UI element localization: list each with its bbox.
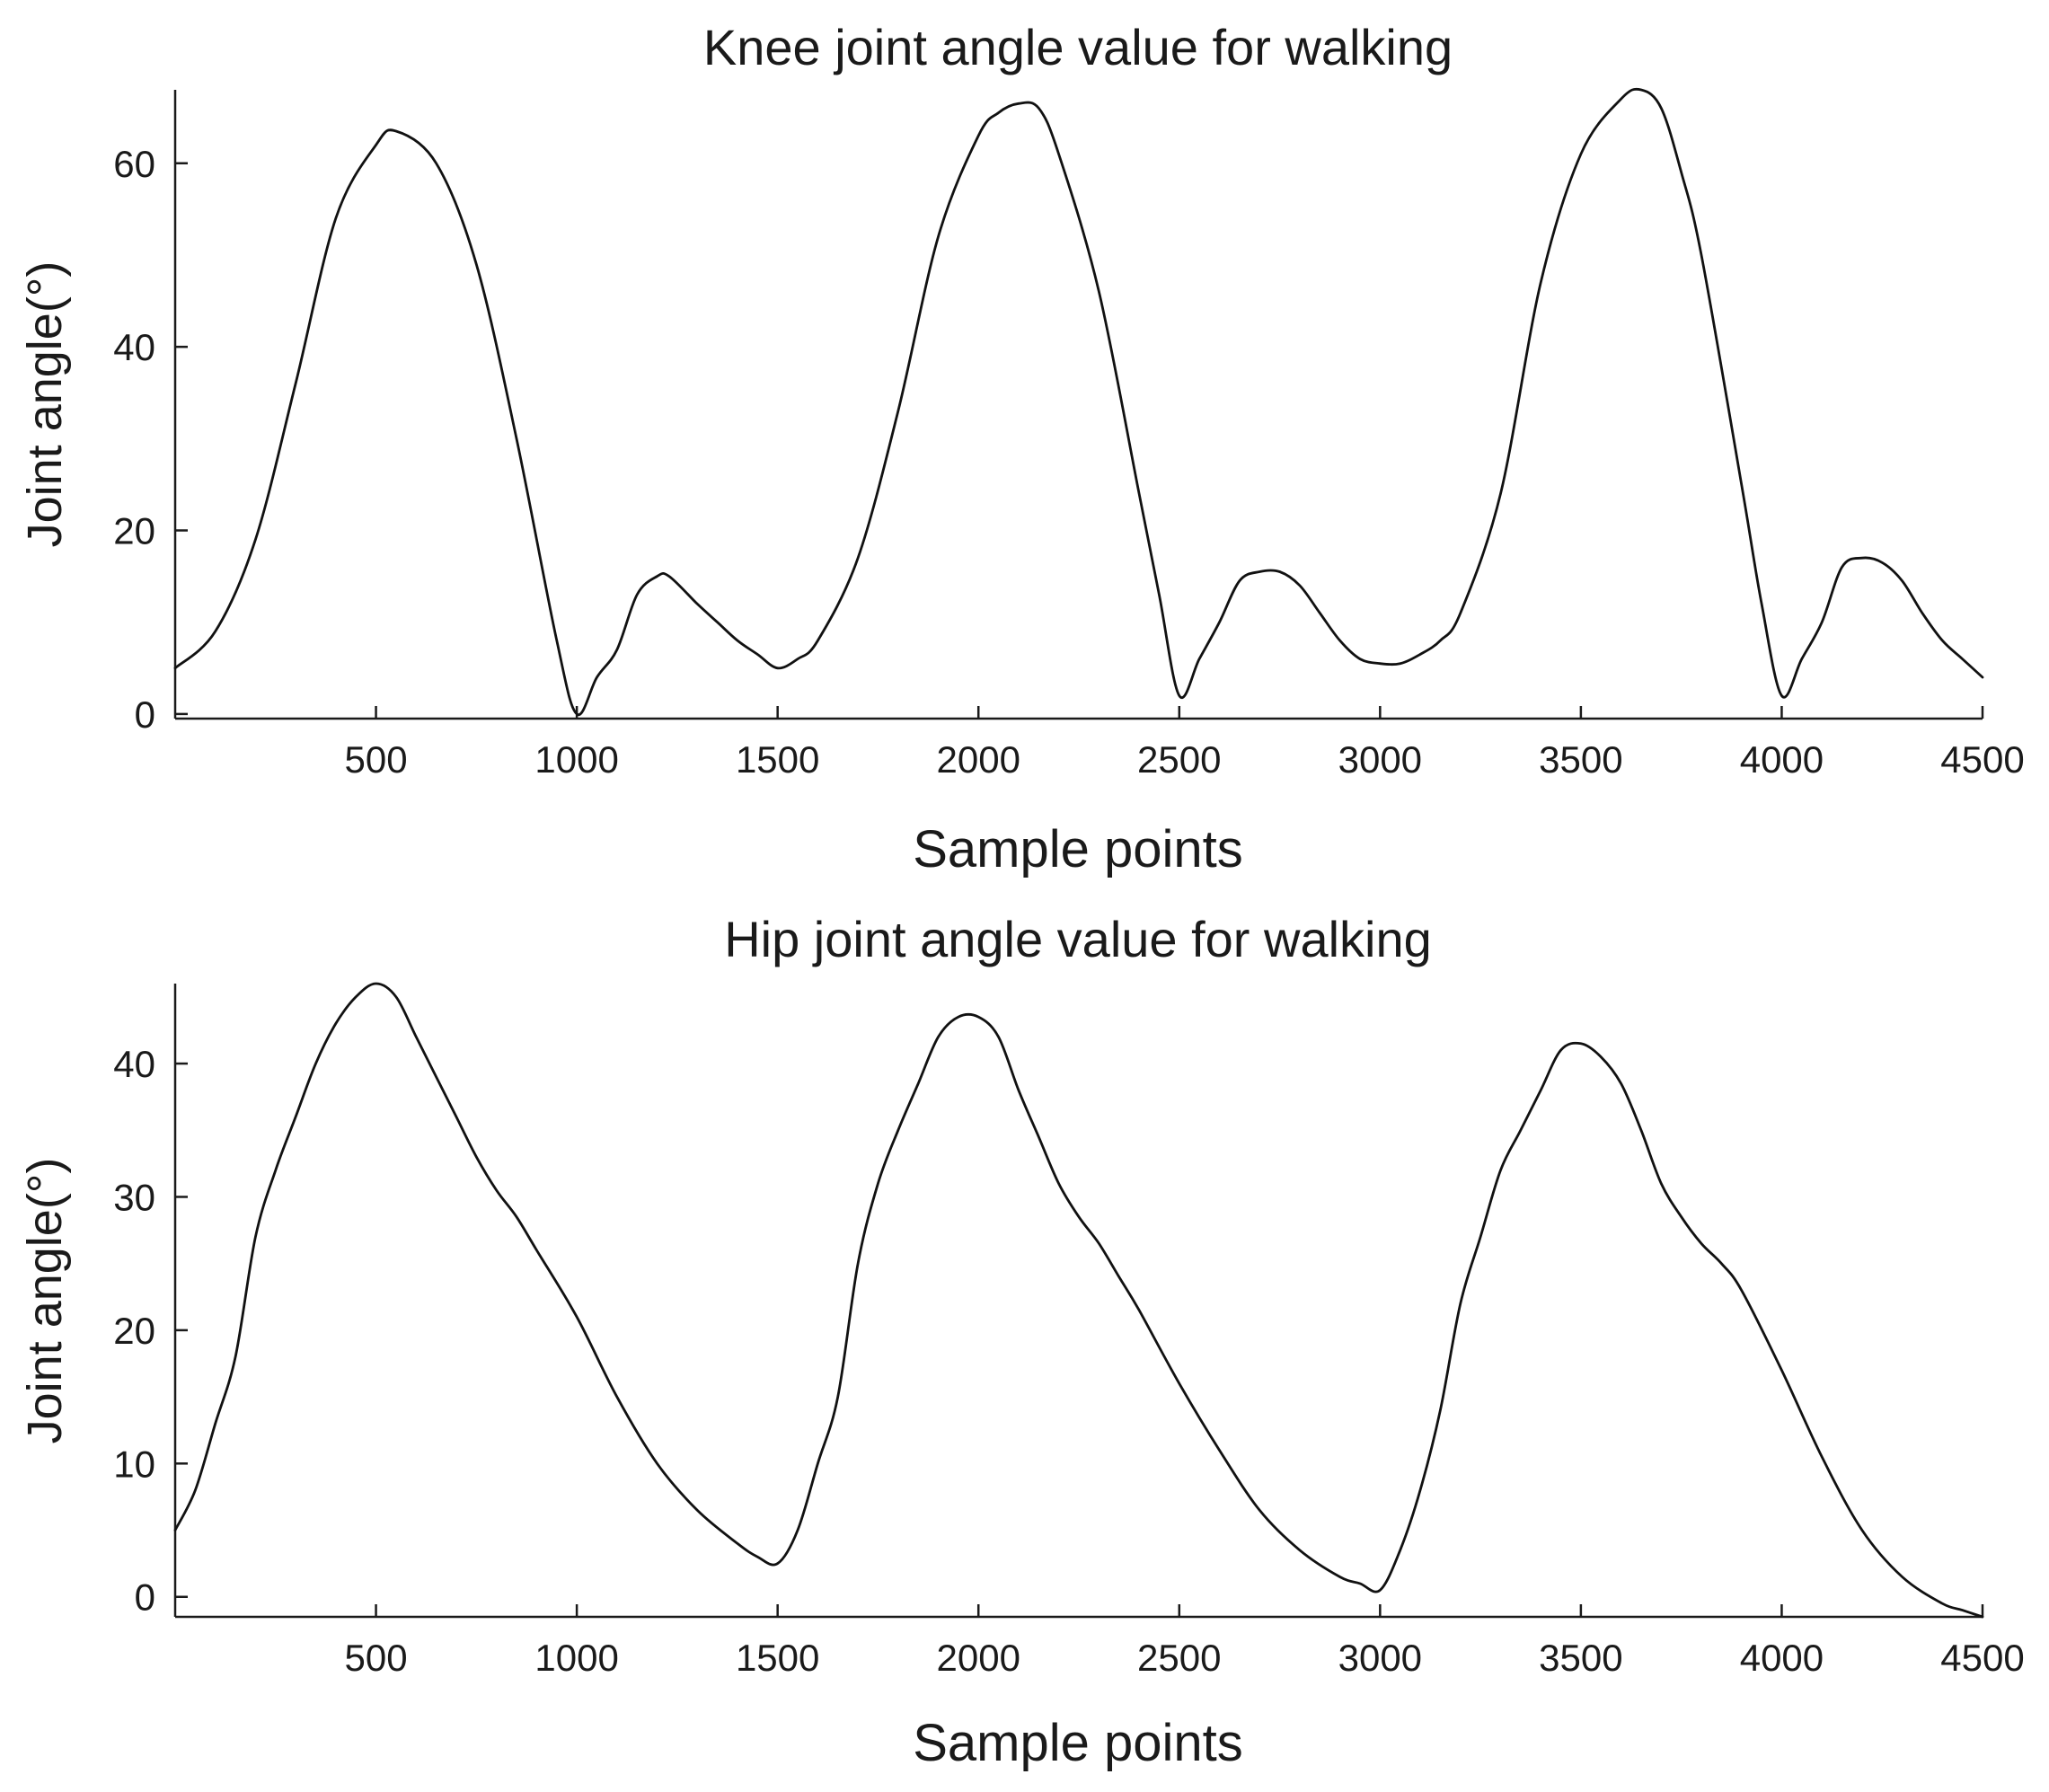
hip-x-axis-label: Sample points: [913, 1714, 1243, 1772]
knee-x-tick-label-500: 500: [345, 738, 408, 781]
hip-x-tick-label-2500: 2500: [1137, 1637, 1221, 1679]
hip-y-tick-label-40: 40: [113, 1043, 155, 1085]
knee-y-tick-label-0: 0: [135, 693, 155, 736]
hip-y-tick-label-20: 20: [113, 1310, 155, 1352]
hip-y-tick-label-30: 30: [113, 1176, 155, 1218]
hip-y-ticks: 0 10 20 30 40: [113, 1043, 188, 1619]
hip-chart: Hip joint angle value for walking 0 10 2…: [18, 911, 2025, 1772]
knee-chart: Knee joint angle value for walking 0 20 …: [18, 19, 2025, 878]
knee-y-tick-label-60: 60: [113, 143, 155, 185]
knee-y-ticks: 0 20 40 60: [113, 143, 188, 736]
hip-x-tick-label-500: 500: [345, 1637, 408, 1679]
knee-x-tick-label-1500: 1500: [736, 738, 819, 781]
knee-x-tick-label-2500: 2500: [1137, 738, 1221, 781]
knee-x-axis-label: Sample points: [913, 820, 1243, 878]
knee-x-tick-label-4500: 4500: [1940, 738, 2024, 781]
knee-y-axis-label: Joint angle(°): [18, 261, 72, 548]
knee-y-tick-label-20: 20: [113, 510, 155, 552]
hip-y-tick-label-10: 10: [113, 1443, 155, 1485]
hip-x-tick-label-1500: 1500: [736, 1637, 819, 1679]
hip-y-axis-label: Joint angle(°): [18, 1158, 72, 1444]
hip-series-line: [173, 982, 1984, 1619]
knee-x-tick-label-3500: 3500: [1539, 738, 1622, 781]
hip-x-tick-label-1000: 1000: [534, 1637, 618, 1679]
hip-x-tick-label-3500: 3500: [1539, 1637, 1622, 1679]
hip-x-tick-label-2000: 2000: [937, 1637, 1020, 1679]
knee-x-ticks: 500 1000 1500 2000 2500 3000 3500 4000 4…: [345, 706, 2025, 781]
knee-x-tick-label-4000: 4000: [1740, 738, 1824, 781]
knee-x-tick-label-2000: 2000: [937, 738, 1020, 781]
hip-x-tick-label-4000: 4000: [1740, 1637, 1824, 1679]
hip-y-tick-label-0: 0: [135, 1576, 155, 1619]
hip-x-tick-label-4500: 4500: [1940, 1637, 2024, 1679]
hip-x-ticks: 500 1000 1500 2000 2500 3000 3500 4000 4…: [345, 1604, 2025, 1679]
hip-chart-title: Hip joint angle value for walking: [724, 911, 1432, 967]
knee-y-tick-label-40: 40: [113, 326, 155, 368]
hip-x-tick-label-3000: 3000: [1338, 1637, 1422, 1679]
knee-x-tick-label-1000: 1000: [534, 738, 618, 781]
knee-chart-title: Knee joint angle value for walking: [703, 19, 1453, 75]
knee-series-line: [173, 87, 1984, 716]
knee-x-tick-label-3000: 3000: [1338, 738, 1422, 781]
